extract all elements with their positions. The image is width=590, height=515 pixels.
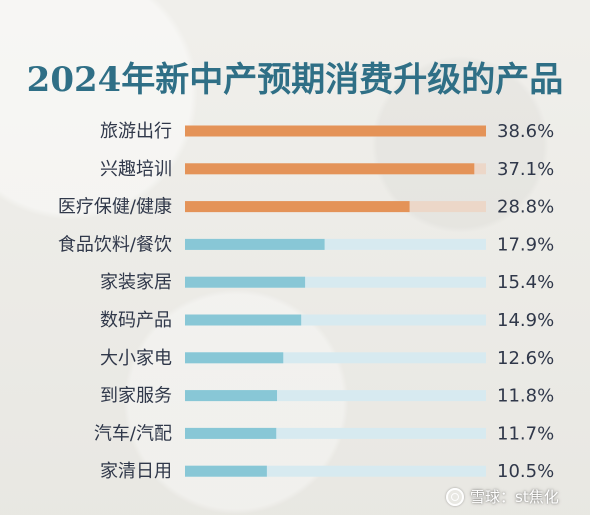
watermark-text: 雪球：st焦化 [470, 488, 559, 506]
category-label: 数码产品 [100, 310, 172, 331]
bar-track [185, 314, 486, 326]
value-label: 17.9% [497, 234, 554, 255]
bar [185, 125, 486, 137]
value-label: 10.5% [497, 461, 554, 482]
bar-track [185, 352, 486, 364]
bar [185, 352, 284, 364]
category-label: 兴趣培训 [100, 159, 172, 180]
value-label: 28.8% [497, 197, 554, 218]
bar [185, 465, 267, 477]
watermark: 雪球：st焦化 [446, 486, 559, 507]
category-label: 家清日用 [100, 461, 172, 482]
value-label: 11.8% [497, 386, 554, 407]
bar [185, 201, 410, 213]
value-label: 11.7% [497, 423, 554, 444]
bar [185, 238, 325, 250]
bar-track [185, 390, 486, 402]
snowball-icon [446, 487, 464, 506]
bar-track [185, 427, 486, 439]
category-label: 汽车/汽配 [94, 423, 172, 444]
bar [185, 163, 475, 175]
bar [185, 390, 278, 402]
value-label: 15.4% [497, 272, 554, 293]
value-label: 14.9% [497, 310, 554, 331]
bar-track [185, 276, 486, 288]
value-label: 12.6% [497, 348, 554, 369]
value-label: 37.1% [497, 159, 554, 180]
category-label: 医疗保健/健康 [58, 197, 172, 218]
bar [185, 427, 277, 439]
category-label: 旅游出行 [100, 121, 172, 142]
bar [185, 314, 302, 326]
chart-title: 2024年新中产预期消费升级的产品 [26, 60, 564, 100]
value-label: 38.6% [497, 121, 554, 142]
bar-track [185, 465, 486, 477]
category-label: 大小家电 [100, 348, 172, 369]
bar [185, 276, 306, 288]
category-label: 食品饮料/餐饮 [58, 234, 172, 255]
category-label: 家装家居 [100, 272, 172, 293]
bar-track [185, 238, 486, 250]
category-label: 到家服务 [100, 386, 172, 407]
